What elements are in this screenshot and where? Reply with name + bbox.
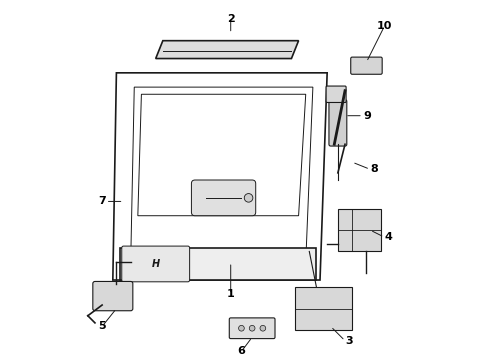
Text: 4: 4 bbox=[384, 232, 392, 242]
FancyBboxPatch shape bbox=[229, 318, 275, 339]
Circle shape bbox=[239, 325, 245, 331]
Circle shape bbox=[260, 325, 266, 331]
Text: 1: 1 bbox=[227, 289, 235, 299]
Polygon shape bbox=[120, 248, 317, 280]
Text: H: H bbox=[151, 259, 160, 269]
FancyBboxPatch shape bbox=[93, 282, 133, 311]
Circle shape bbox=[249, 325, 255, 331]
FancyBboxPatch shape bbox=[329, 100, 347, 146]
FancyBboxPatch shape bbox=[351, 57, 382, 74]
Text: 5: 5 bbox=[98, 321, 106, 332]
FancyBboxPatch shape bbox=[192, 180, 256, 216]
Text: 9: 9 bbox=[363, 111, 371, 121]
Text: 2: 2 bbox=[227, 14, 235, 24]
Polygon shape bbox=[156, 41, 298, 59]
FancyBboxPatch shape bbox=[326, 86, 346, 103]
Polygon shape bbox=[295, 287, 352, 330]
Text: 7: 7 bbox=[98, 197, 106, 206]
FancyBboxPatch shape bbox=[122, 246, 190, 282]
Text: 6: 6 bbox=[238, 346, 245, 356]
Polygon shape bbox=[338, 208, 381, 251]
Text: 10: 10 bbox=[377, 21, 392, 31]
Circle shape bbox=[245, 194, 253, 202]
Text: 3: 3 bbox=[345, 336, 353, 346]
Text: 8: 8 bbox=[370, 164, 378, 174]
